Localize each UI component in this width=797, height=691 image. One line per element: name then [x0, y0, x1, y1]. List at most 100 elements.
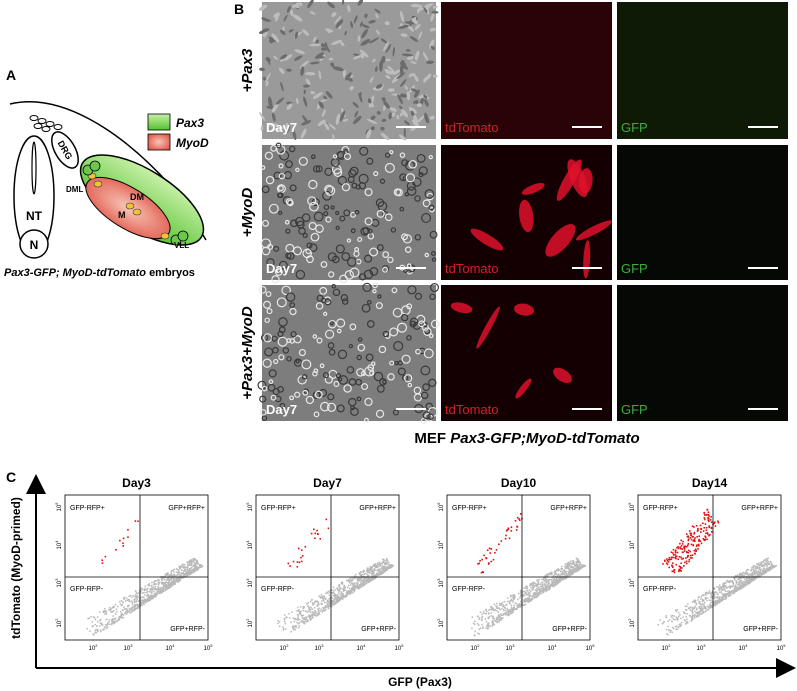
event: [699, 606, 701, 608]
y-tick-label: 102: [627, 618, 636, 628]
event: [710, 600, 712, 602]
event: [191, 570, 193, 572]
event: [505, 612, 507, 614]
event: [710, 602, 712, 604]
event: [292, 627, 294, 629]
event: [179, 573, 181, 575]
event: [102, 562, 104, 564]
event: [104, 629, 106, 631]
quadrant-label: GFP-RFP-: [643, 586, 677, 593]
event: [568, 572, 570, 574]
event: [525, 594, 527, 596]
image-background: [262, 145, 436, 280]
event: [546, 586, 548, 588]
event: [191, 572, 193, 574]
event: [130, 595, 132, 597]
event: [721, 596, 723, 598]
event: [739, 575, 741, 577]
event: [556, 577, 558, 579]
event: [373, 565, 375, 567]
event: [750, 581, 752, 583]
event: [190, 561, 192, 563]
event: [480, 628, 482, 630]
event: [686, 613, 688, 615]
event: [570, 560, 572, 562]
event: [489, 552, 491, 554]
channel-label: GFP: [621, 120, 648, 135]
event: [751, 567, 753, 569]
event: [122, 545, 124, 547]
event: [700, 604, 702, 606]
event: [675, 554, 677, 556]
event: [758, 567, 760, 569]
event: [532, 582, 534, 584]
event: [162, 587, 164, 589]
event: [338, 597, 340, 599]
event: [147, 588, 149, 590]
event: [142, 600, 144, 602]
event: [490, 612, 492, 614]
event: [673, 549, 675, 551]
event: [572, 567, 574, 569]
event: [771, 567, 773, 569]
event: [703, 512, 705, 514]
event: [680, 540, 682, 542]
event: [362, 580, 364, 582]
event: [101, 559, 103, 561]
event: [667, 626, 669, 628]
event: [691, 544, 693, 546]
event: [296, 610, 298, 612]
event: [331, 592, 333, 594]
event: [580, 564, 582, 566]
event: [149, 583, 151, 585]
event: [147, 584, 149, 586]
event: [666, 633, 668, 635]
tick-exponent: 3: [54, 578, 59, 581]
tick-exponent: 5: [245, 502, 250, 505]
event: [499, 609, 501, 611]
event: [145, 586, 147, 588]
x-tick-label: 104: [739, 643, 749, 652]
event: [519, 597, 521, 599]
event: [757, 574, 759, 576]
row-label: +Pax3+MyoD: [239, 306, 256, 400]
event: [134, 598, 136, 600]
event: [498, 616, 500, 618]
event: [350, 584, 352, 586]
event: [337, 587, 339, 589]
event: [498, 621, 500, 623]
event: [170, 583, 172, 585]
event: [691, 610, 693, 612]
event: [503, 613, 505, 615]
event: [370, 566, 372, 568]
event: [190, 560, 192, 562]
event: [137, 520, 139, 522]
event: [474, 621, 476, 623]
event: [496, 603, 498, 605]
event: [555, 581, 557, 583]
event: [337, 598, 339, 600]
event: [692, 607, 694, 609]
event: [138, 600, 140, 602]
event: [564, 578, 566, 580]
event: [674, 569, 676, 571]
event: [297, 561, 299, 563]
event: [702, 599, 704, 601]
event: [348, 590, 350, 592]
tick-exponent: 5: [627, 502, 632, 505]
event: [513, 605, 515, 607]
y-tick-label: 105: [627, 502, 636, 512]
structure-label: NT: [26, 209, 43, 223]
event: [768, 564, 770, 566]
event: [545, 577, 547, 579]
event: [307, 611, 309, 613]
event: [162, 589, 164, 591]
event: [700, 525, 702, 527]
event: [119, 540, 121, 542]
event: [383, 567, 385, 569]
event: [193, 570, 195, 572]
event: [748, 580, 750, 582]
micrograph: Day7: [258, 283, 439, 423]
event: [379, 563, 381, 565]
event: [709, 590, 711, 592]
